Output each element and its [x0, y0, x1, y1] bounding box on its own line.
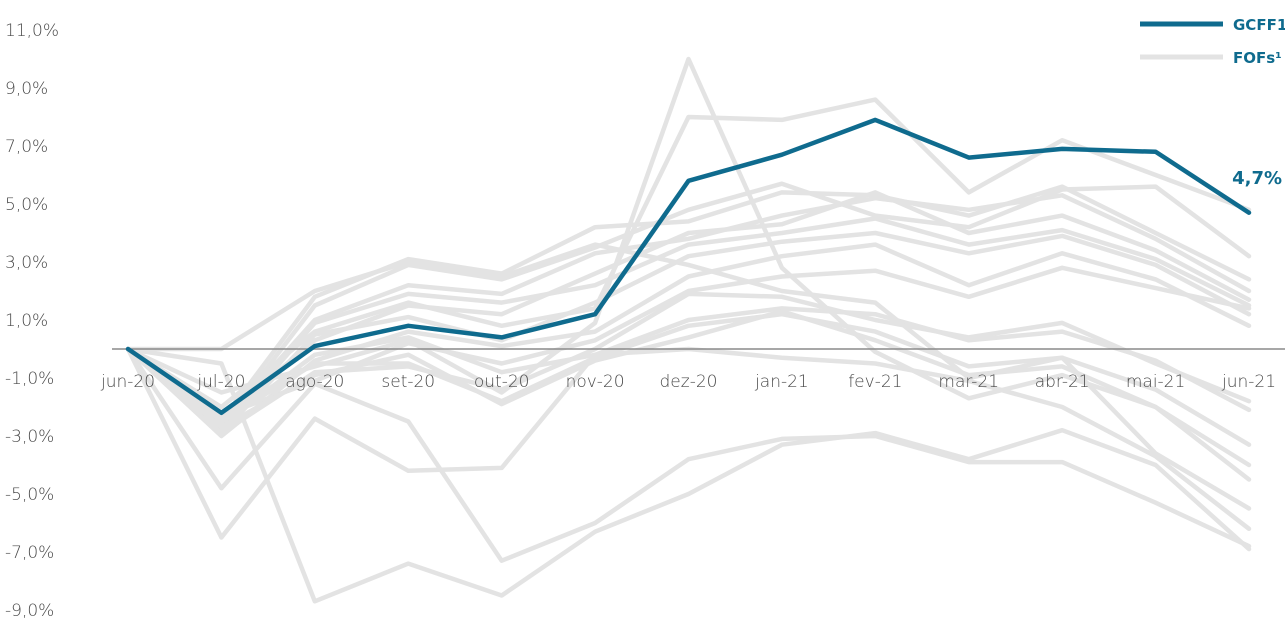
- peer-lines-group: [125, 56, 1252, 604]
- series-line-fof-5: [125, 193, 1252, 427]
- series-line-fof-7: [125, 216, 1252, 433]
- y-tick-labels: 11,0% 9,0% 7,0% 5,0% 3,0% 1,0% -1,0% -3,0% -5,0%…: [5, 21, 59, 621]
- x-tick-label: fev-21: [848, 372, 902, 392]
- y-tick-label: -7,0%: [5, 543, 54, 563]
- series-line-fof-10: [125, 265, 1252, 418]
- legend-label-gcff11: GCFF11: [1233, 16, 1285, 34]
- x-tick-label: jul-20: [196, 372, 245, 392]
- x-tick-label: abr-21: [1035, 372, 1090, 392]
- x-tick-label: set-20: [381, 372, 435, 392]
- series-line-fof-15: [125, 242, 1252, 511]
- series-line-fof-1: [125, 56, 1252, 482]
- series-line-fof-11: [125, 291, 1252, 436]
- x-tick-label: dez-20: [660, 372, 718, 392]
- series-line-fof-4: [125, 181, 1252, 430]
- x-tick-label: mar-21: [938, 372, 999, 392]
- series-line-fof-18: [125, 346, 1252, 604]
- x-tick-label: jun-20: [100, 372, 155, 392]
- x-tick-label: mai-21: [1126, 372, 1185, 392]
- legend: GCFF11 FOFs¹: [1140, 16, 1285, 67]
- x-tick-labels: jun-20 jul-20 ago-20 set-20 out-20 nov-20 dez-…: [100, 372, 1276, 392]
- x-tick-label: jun-21: [1221, 372, 1276, 392]
- x-tick-label: out-20: [474, 372, 530, 392]
- series-line-fof-12: [125, 306, 1252, 427]
- y-tick-label: 1,0%: [5, 311, 48, 331]
- y-tick-label: -1,0%: [5, 369, 54, 389]
- series-line-fof-8: [125, 230, 1252, 436]
- legend-label-fofs: FOFs¹: [1233, 49, 1282, 67]
- series-line-fof-14: [125, 309, 1252, 468]
- series-line-fof-9: [125, 242, 1252, 439]
- end-value-label: 4,7%: [1232, 168, 1282, 189]
- series-line-fof-17: [125, 346, 1252, 563]
- y-tick-label: 7,0%: [5, 137, 48, 157]
- x-tick-label: nov-20: [566, 372, 625, 392]
- y-tick-label: -5,0%: [5, 485, 54, 505]
- series-line-fof-2: [125, 97, 1252, 410]
- x-tick-label: ago-20: [285, 372, 344, 392]
- series-line-fof-6: [125, 190, 1252, 421]
- x-tick-label: jan-21: [754, 372, 809, 392]
- y-tick-label: 5,0%: [5, 195, 48, 215]
- y-tick-label: -3,0%: [5, 427, 54, 447]
- y-tick-label: 9,0%: [5, 79, 48, 99]
- y-tick-label: -9,0%: [5, 601, 54, 621]
- series-line-fof-3: [125, 184, 1252, 424]
- y-tick-label: 3,0%: [5, 253, 48, 273]
- y-tick-label: 11,0%: [5, 21, 59, 41]
- series-line-gcff11: [125, 117, 1252, 416]
- main-line-group: [125, 117, 1252, 416]
